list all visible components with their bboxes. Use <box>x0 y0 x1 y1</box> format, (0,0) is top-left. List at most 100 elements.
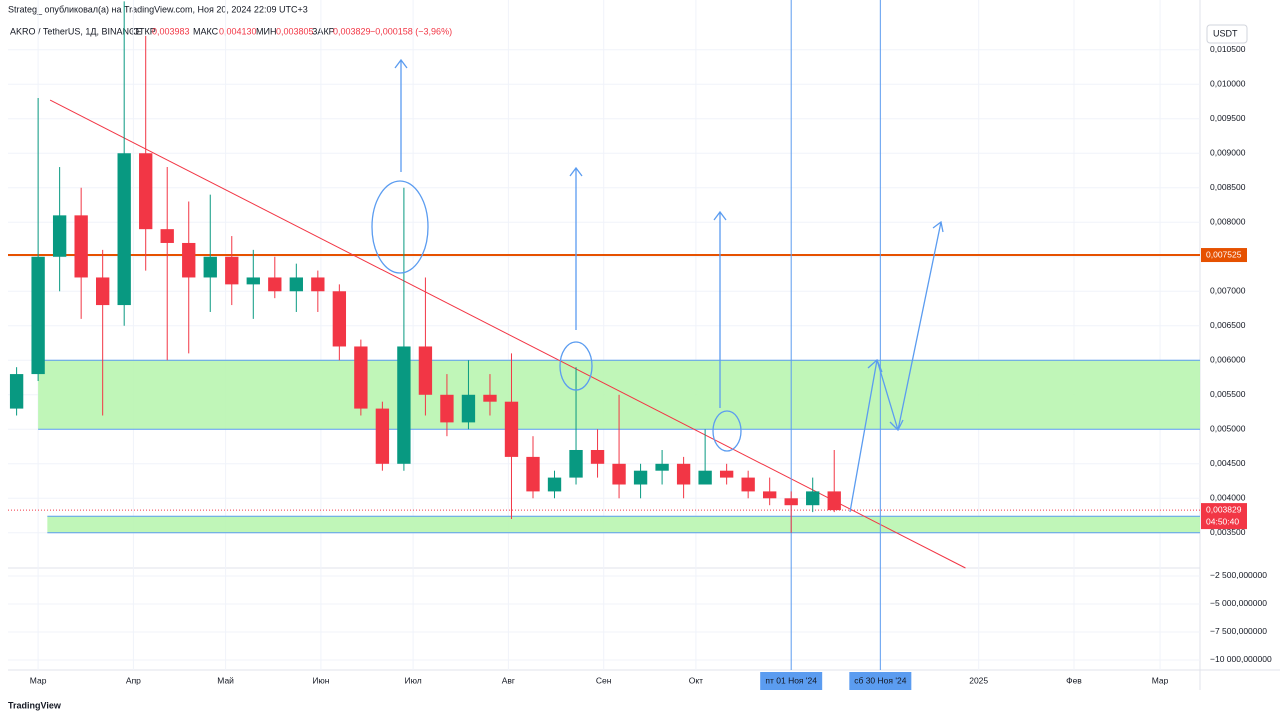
y-tick-label: 0,006500 <box>1210 320 1246 330</box>
candle-body <box>676 463 691 485</box>
x-tick-label: Май <box>217 675 234 685</box>
candle-body <box>526 456 540 492</box>
candle-body <box>763 491 777 499</box>
candle-body <box>569 449 583 478</box>
legend-value: 0,003983 <box>152 26 190 36</box>
brand: TradingView <box>8 700 62 710</box>
candle-body <box>375 408 390 464</box>
x-tick-label: Апр <box>126 675 141 685</box>
x-tick-label: Июн <box>312 675 329 685</box>
candle-body <box>354 346 368 409</box>
x-tick-label: Июл <box>404 675 421 685</box>
legend-label: МИН <box>256 26 276 36</box>
candle-body <box>440 394 454 423</box>
candle-body <box>74 215 88 278</box>
candle-body <box>612 463 626 485</box>
candle-body <box>117 153 131 306</box>
candle-body <box>9 374 24 409</box>
candle-body <box>655 463 669 471</box>
legend-change: −0,000158 (−3,96%) <box>370 26 452 36</box>
legend-label: МАКС <box>193 26 219 36</box>
candle-body <box>160 229 174 243</box>
y-tick-label: 0,009000 <box>1210 147 1246 157</box>
arrow <box>394 58 408 172</box>
candle-body <box>461 394 476 423</box>
x-tick-label: 2025 <box>969 675 988 685</box>
y-tick-label: 0,005000 <box>1210 424 1246 434</box>
level-label-box <box>1201 248 1247 263</box>
y-tick-label: 0,008500 <box>1210 182 1246 192</box>
marker-label: сб 30 Ноя '24 <box>854 675 906 685</box>
drawings <box>371 58 944 513</box>
candle-body <box>741 477 755 492</box>
candle-body <box>504 401 519 457</box>
x-tick-label: Сен <box>596 675 612 685</box>
y-tick-label: 0,005500 <box>1210 389 1246 399</box>
candle-body <box>483 394 497 402</box>
level-label: 0,007525 <box>1206 249 1242 259</box>
last-price-box <box>1201 503 1247 530</box>
circle <box>559 341 593 391</box>
candle-body <box>633 470 648 485</box>
legend-label: ЗАКР <box>312 26 335 36</box>
currency[interactable]: USDT <box>1213 28 1238 38</box>
candle-body <box>52 215 67 257</box>
countdown: 04:50:40 <box>1206 516 1239 526</box>
marker-label: пт 01 Ноя '24 <box>765 675 817 685</box>
legend-value: 0,004130 <box>219 26 257 36</box>
legend-value: 0,003829 <box>333 26 371 36</box>
x-tick-label: Мар <box>30 675 47 685</box>
y-tick-label: 0,010500 <box>1210 44 1246 54</box>
candle-body <box>311 277 325 292</box>
candle-body <box>332 291 347 347</box>
candle-body <box>719 470 734 478</box>
candle-body <box>268 277 282 292</box>
projection-arrow <box>849 220 944 513</box>
y-tick-label: −7 500,000000 <box>1210 626 1267 636</box>
y-tick-label: 0,010000 <box>1210 78 1246 88</box>
candle-body <box>827 491 841 511</box>
y-tick-label: 0,003500 <box>1210 527 1246 537</box>
symbol: AKRO / TetherUS, 1Д, BINANCE <box>10 26 141 36</box>
x-tick-label: Мар <box>1152 675 1169 685</box>
y-tick-label: 0,008000 <box>1210 217 1246 227</box>
y-tick-label: 0,004000 <box>1210 493 1246 503</box>
x-tick-label: Окт <box>689 675 703 685</box>
candle-body <box>31 256 45 375</box>
y-tick-label: −10 000,000000 <box>1210 654 1272 664</box>
candle-body <box>418 346 433 395</box>
arrow <box>713 210 727 408</box>
y-tick-label: 0,004500 <box>1210 458 1246 468</box>
y-tick-label: −5 000,000000 <box>1210 598 1267 608</box>
y-tick-label: −2 500,000000 <box>1210 570 1267 580</box>
zone <box>47 516 1200 533</box>
candle-body <box>590 449 605 464</box>
candle-body <box>547 477 562 492</box>
candle-body <box>96 277 110 306</box>
candle-body <box>203 256 217 278</box>
candle-body <box>182 242 196 278</box>
y-tick-label: 0,007000 <box>1210 286 1246 296</box>
candle-body <box>139 153 153 230</box>
candle-body <box>289 277 303 292</box>
candle-body <box>806 491 820 506</box>
candle-body <box>784 498 798 506</box>
candle-body <box>397 346 411 464</box>
currency-box[interactable] <box>1206 24 1248 44</box>
candle-body <box>225 256 239 285</box>
last-price-label: 0,003829 <box>1206 504 1242 514</box>
circle <box>712 410 742 452</box>
legend-label: ОТКР <box>132 26 156 36</box>
publisher: Strateg_ опубликовал(а) на TradingView.c… <box>8 4 308 14</box>
arrow <box>569 166 583 330</box>
x-tick-label: Фев <box>1066 675 1082 685</box>
marker-label-box <box>760 672 823 690</box>
circle <box>371 180 429 274</box>
x-tick-label: Авг <box>502 675 515 685</box>
candle-body <box>698 470 712 485</box>
marker-label-box <box>849 672 912 690</box>
y-tick-label: 0,009500 <box>1210 113 1246 123</box>
legend-value: 0,003805 <box>276 26 314 36</box>
